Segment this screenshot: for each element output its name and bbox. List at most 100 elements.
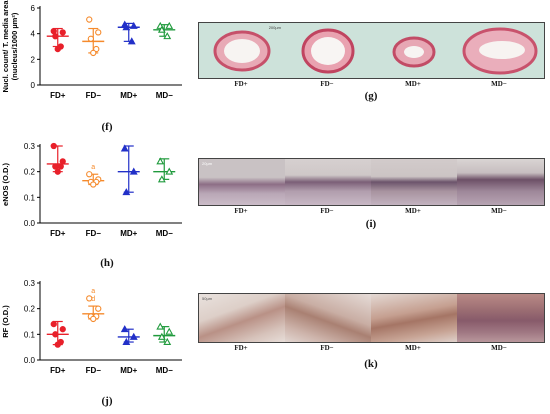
micrograph-panel-g: 200µm <box>198 22 545 79</box>
data-point <box>120 325 129 333</box>
data-point <box>129 332 138 340</box>
data-point <box>57 163 64 170</box>
micrograph-label: MD+ <box>405 207 421 215</box>
chart-j: 0.0 0.1 0.2 0.3 RF (O.D.) FD+ FD− MD+ MD− ad <box>1 279 182 375</box>
y-tick-label: 6 <box>31 4 36 13</box>
micrograph-panel-k: 50µm <box>198 293 545 343</box>
panel-label-i: (i) <box>365 218 377 230</box>
y-axis-label: RF (O.D.) <box>1 305 10 338</box>
data-point <box>157 25 166 33</box>
micrograph-k-fd-plus: 50µm <box>199 294 286 342</box>
micrograph-label: FD+ <box>234 80 248 88</box>
data-point <box>90 181 97 188</box>
panel-label-h: (h) <box>100 257 114 269</box>
data-point <box>129 167 138 175</box>
x-tick-label: FD− <box>86 229 102 238</box>
micrograph-label: FD+ <box>234 344 248 352</box>
data-point <box>54 168 61 175</box>
scale-text-g: 200µm <box>268 25 281 30</box>
data-point <box>50 142 57 150</box>
data-point <box>122 337 131 345</box>
data-point <box>156 322 165 330</box>
vessel-ring-icon <box>213 30 271 72</box>
y-tick-label: 0.2 <box>24 305 36 314</box>
y-axis-label: eNOS (O.D.) <box>1 163 10 206</box>
micrograph-label: MD− <box>491 344 507 352</box>
micrograph-label: FD− <box>320 207 334 215</box>
micrograph-label: FD− <box>320 80 334 88</box>
y-axis-label: (nucleus/1000 µm²) <box>10 12 19 80</box>
data-point <box>59 158 66 165</box>
data-point <box>90 315 97 323</box>
significance-annotation: d <box>91 296 95 303</box>
data-point <box>90 49 97 57</box>
micrograph-g-md-minus <box>457 23 544 78</box>
data-point <box>54 45 61 53</box>
chart-f: 0 2 4 6 Nucl. count/ T. media area (nucleus/1… <box>1 0 182 100</box>
x-tick-label: MD− <box>156 229 173 238</box>
x-tick-label: MD− <box>156 366 173 375</box>
micrograph-panel-i: 20µm <box>198 158 545 206</box>
y-tick-label: 0 <box>31 81 36 90</box>
panel-label-f: (f) <box>101 121 113 133</box>
data-point <box>52 163 59 170</box>
x-tick-label: MD+ <box>120 91 137 100</box>
data-point <box>52 33 59 40</box>
y-tick-label: 0.2 <box>24 168 36 177</box>
micrograph-i-md-minus <box>457 159 544 205</box>
micrograph-k-fd-minus <box>285 294 372 342</box>
data-point <box>86 171 93 178</box>
y-tick-label: 4 <box>31 30 36 39</box>
micrograph-label: FD+ <box>234 207 248 215</box>
chart-h: 0.0 0.1 0.2 0.3 eNOS (O.D.) FD+ FD− MD+ MD− a <box>1 142 182 238</box>
micrograph-g-md-plus <box>371 23 458 78</box>
x-tick-label: FD+ <box>50 366 66 375</box>
micrograph-label: MD+ <box>405 344 421 352</box>
data-point <box>157 332 166 340</box>
panel-label-j: (j) <box>101 395 113 407</box>
x-tick-label: MD+ <box>120 229 137 238</box>
panel-label-g: (g) <box>364 90 378 102</box>
y-tick-label: 0.3 <box>24 142 36 151</box>
micrograph-i-fd-plus: 20µm <box>199 159 286 205</box>
y-tick-label: 0.1 <box>24 193 36 202</box>
data-point <box>95 305 102 312</box>
data-point <box>59 29 66 36</box>
data-point <box>165 21 174 29</box>
micrograph-g-fd-minus <box>285 23 372 78</box>
data-point <box>156 157 165 165</box>
y-tick-label: 0.3 <box>24 279 36 288</box>
data-point <box>87 35 94 42</box>
micrograph-k-md-plus <box>371 294 458 342</box>
micrograph-g-fd-plus: 200µm <box>199 23 286 78</box>
micrograph-labels-i: FD+ FD− MD+ MD− <box>198 207 543 217</box>
significance-annotation: a <box>91 164 95 171</box>
data-point <box>122 188 131 196</box>
data-point <box>52 331 59 338</box>
panel-label-k: (k) <box>364 358 378 370</box>
data-point <box>86 16 93 23</box>
vessel-ring-icon <box>462 27 538 75</box>
data-point <box>50 27 57 35</box>
micrograph-labels-k: FD+ FD− MD+ MD− <box>198 344 543 354</box>
x-tick-label: MD+ <box>120 366 137 375</box>
scale-text-i: 20µm <box>202 161 213 166</box>
data-point <box>122 23 131 31</box>
x-tick-label: FD− <box>86 91 102 100</box>
micrograph-i-fd-minus <box>285 159 372 205</box>
scale-text-k: 50µm <box>202 296 213 301</box>
data-point <box>120 144 129 152</box>
x-tick-label: FD− <box>86 366 102 375</box>
data-point <box>95 29 102 36</box>
vessel-ring-icon <box>392 36 436 68</box>
data-point <box>157 175 166 183</box>
data-point <box>50 320 57 328</box>
micrograph-label: MD+ <box>405 80 421 88</box>
data-point <box>163 337 172 345</box>
y-tick-label: 2 <box>31 55 36 64</box>
vessel-ring-icon <box>301 28 355 74</box>
micrograph-label: MD− <box>491 80 507 88</box>
data-point <box>165 327 174 335</box>
data-point <box>165 167 174 175</box>
micrograph-label: FD− <box>320 344 334 352</box>
